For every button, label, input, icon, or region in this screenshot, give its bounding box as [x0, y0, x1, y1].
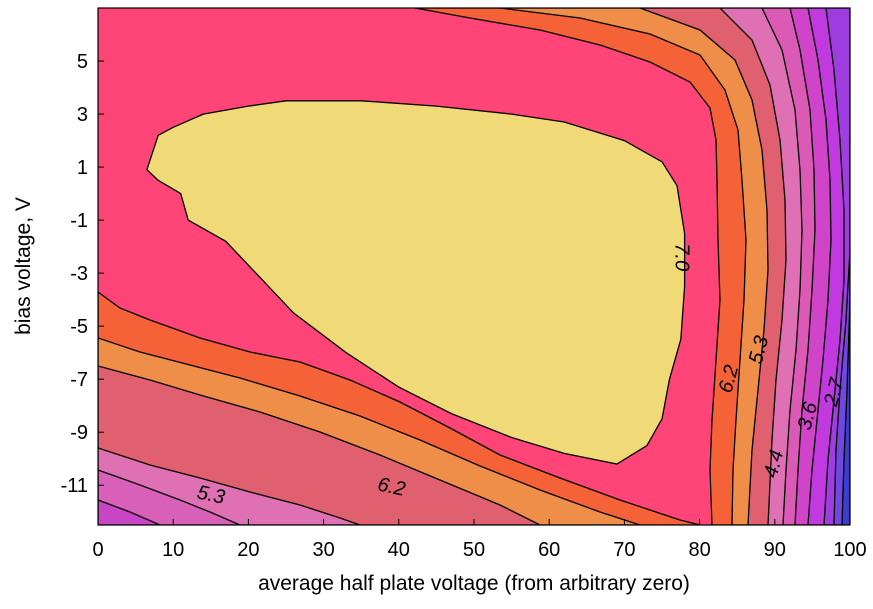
y-tick-label: -11	[61, 475, 88, 497]
band-lower-left-4_4	[98, 469, 241, 525]
band-lower-left-4_0	[98, 499, 161, 525]
contour-label: 7.0	[671, 243, 693, 271]
y-tick-label: -1	[70, 210, 88, 232]
x-tick-label: 60	[538, 539, 560, 561]
y-tick-label: -7	[70, 369, 88, 391]
x-axis-label: average half plate voltage (from arbitra…	[258, 572, 690, 595]
y-tick-label: -9	[70, 422, 88, 444]
x-tick-label: 80	[688, 539, 710, 561]
y-tick-label: -3	[70, 263, 88, 285]
plot-area: 7.06.25.34.43.62.75.3 6.2	[98, 8, 850, 525]
x-axis-ticks: 0 10 20 30 40 50 60 70 80 90 100	[92, 519, 867, 561]
contour-region-7_0	[146, 100, 686, 465]
y-axis-label: bias voltage, V	[12, 197, 35, 335]
x-tick-label: 100	[833, 539, 866, 561]
x-tick-label: 10	[162, 539, 184, 561]
x-tick-label: 0	[92, 539, 103, 561]
y-tick-label: -5	[70, 316, 88, 338]
x-tick-label: 90	[764, 539, 786, 561]
band-right-2_2	[841, 299, 850, 525]
x-tick-label: 50	[463, 539, 485, 561]
x-tick-label: 40	[388, 539, 410, 561]
y-tick-label: 1	[77, 157, 88, 179]
x-tick-label: 20	[237, 539, 259, 561]
x-tick-label: 70	[613, 539, 635, 561]
y-tick-label: 3	[77, 104, 88, 126]
y-tick-label: 5	[77, 51, 88, 73]
x-tick-label: 30	[312, 539, 334, 561]
